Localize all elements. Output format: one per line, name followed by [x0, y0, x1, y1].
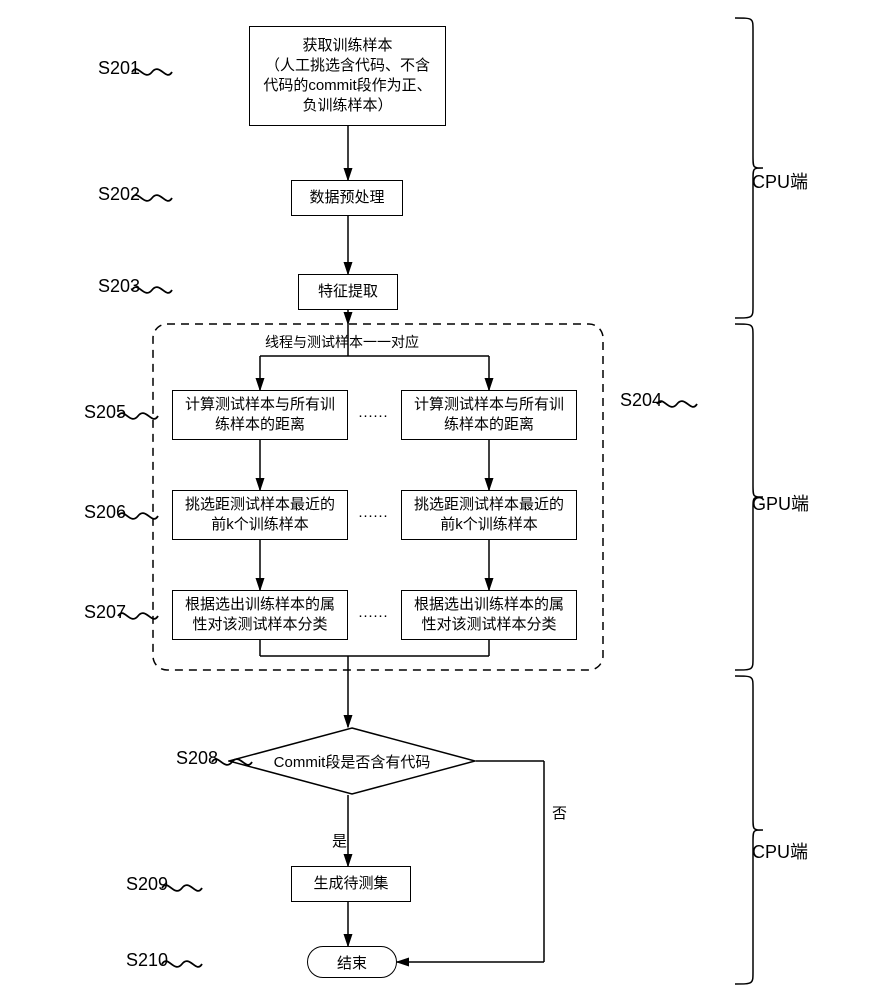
- squiggle-s210: [160, 952, 204, 977]
- ellipsis-row2: ······: [358, 507, 388, 524]
- section-label-cpu-top: CPU端: [752, 168, 808, 194]
- node-label: 挑选距测试样本最近的前k个训练样本: [183, 495, 337, 536]
- node-label: 计算测试样本与所有训练样本的距离: [412, 395, 566, 436]
- node-data-preprocessing: 数据预处理: [291, 180, 403, 216]
- flowchart-canvas: 获取训练样本（人工挑选含代码、不含代码的commit段作为正、负训练样本） 数据…: [0, 0, 879, 1000]
- squiggle-s208: [210, 750, 254, 775]
- node-classify-right: 根据选出训练样本的属性对该测试样本分类: [401, 590, 577, 640]
- node-label: 生成待测集: [313, 874, 388, 894]
- squiggle-s209: [160, 876, 204, 901]
- terminator-label: 结束: [337, 952, 367, 973]
- node-label: 根据选出训练样本的属性对该测试样本分类: [412, 595, 566, 636]
- terminator-end: 结束: [307, 946, 397, 978]
- squiggle-s201: [130, 60, 174, 85]
- node-feature-extraction: 特征提取: [298, 274, 398, 310]
- node-label: 根据选出训练样本的属性对该测试样本分类: [183, 595, 337, 636]
- node-calc-distance-right: 计算测试样本与所有训练样本的距离: [401, 390, 577, 440]
- ellipsis-row1: ······: [358, 407, 388, 424]
- label-no: 否: [552, 802, 567, 823]
- decision-commit-has-code: Commit段是否含有代码: [228, 727, 476, 795]
- node-label: 特征提取: [318, 282, 378, 302]
- squiggle-s203: [130, 278, 174, 303]
- squiggle-s202: [130, 186, 174, 211]
- section-label-cpu-bottom: CPU端: [752, 838, 808, 864]
- section-label-gpu: GPU端: [752, 490, 809, 516]
- node-label: 计算测试样本与所有训练样本的距离: [183, 395, 337, 436]
- node-classify-left: 根据选出训练样本的属性对该测试样本分类: [172, 590, 348, 640]
- label-threads: 线程与测试样本一一对应: [265, 332, 419, 352]
- ellipsis-row3: ······: [358, 607, 388, 624]
- squiggle-s206: [116, 504, 160, 529]
- node-label: 挑选距测试样本最近的前k个训练样本: [412, 495, 566, 536]
- node-label: 获取训练样本（人工挑选含代码、不含代码的commit段作为正、负训练样本）: [260, 36, 435, 117]
- node-acquire-training-samples: 获取训练样本（人工挑选含代码、不含代码的commit段作为正、负训练样本）: [249, 26, 446, 126]
- node-label: 数据预处理: [309, 188, 384, 208]
- node-calc-distance-left: 计算测试样本与所有训练样本的距离: [172, 390, 348, 440]
- squiggle-s204: [655, 392, 699, 417]
- squiggle-s205: [116, 404, 160, 429]
- node-generate-test-set: 生成待测集: [291, 866, 411, 902]
- node-select-topk-right: 挑选距测试样本最近的前k个训练样本: [401, 490, 577, 540]
- squiggle-s207: [116, 604, 160, 629]
- node-select-topk-left: 挑选距测试样本最近的前k个训练样本: [172, 490, 348, 540]
- decision-label: Commit段是否含有代码: [274, 751, 431, 772]
- label-yes: 是: [332, 830, 347, 851]
